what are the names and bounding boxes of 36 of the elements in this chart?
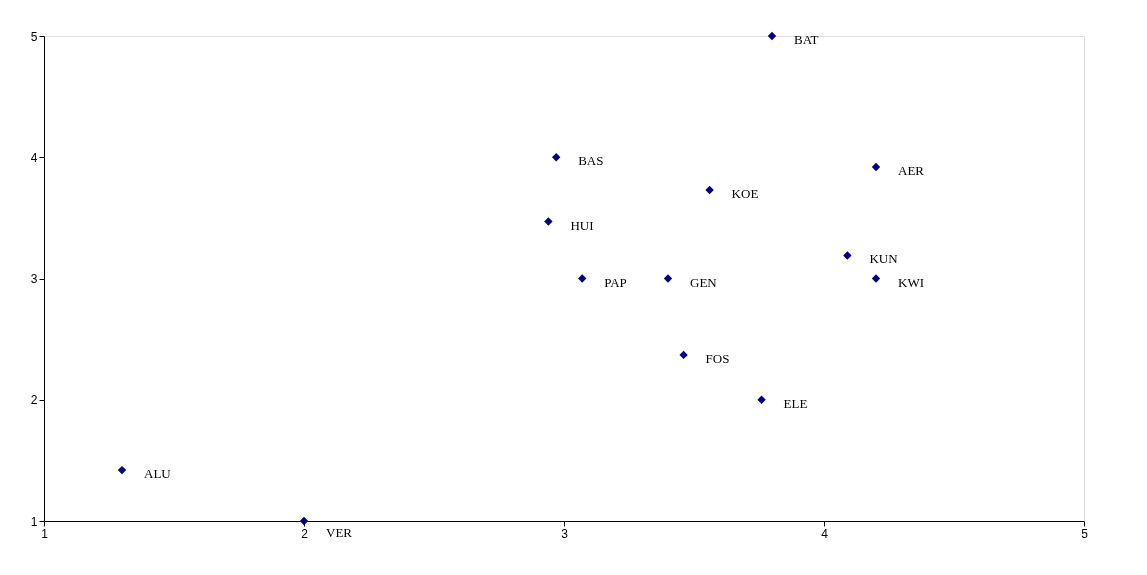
x-tick-label: 4 — [821, 526, 829, 541]
annotation: FOS — [705, 350, 730, 366]
annotation: ELE — [783, 395, 808, 411]
point — [843, 251, 852, 260]
point — [679, 350, 688, 360]
x-tick-label: 2 — [301, 526, 309, 541]
x-tick-label: 1 — [41, 526, 49, 541]
point — [544, 217, 553, 226]
point — [552, 153, 561, 162]
annotation: GEN — [690, 274, 718, 290]
annotation: BAT — [794, 32, 819, 47]
point — [299, 516, 309, 526]
point — [705, 185, 714, 195]
y-tick-label: 5 — [30, 29, 38, 44]
annotation: HUI — [570, 217, 594, 233]
y-tick-label: 2 — [30, 393, 38, 408]
y-tick-label: 3 — [30, 272, 38, 286]
annotation: VER — [326, 525, 353, 540]
point — [871, 274, 881, 283]
x-tick-label: 5 — [1081, 526, 1089, 541]
point — [871, 162, 881, 172]
y-tick-label: 4 — [30, 150, 38, 165]
annotation: KOE — [731, 185, 759, 201]
annotation: PAP — [604, 274, 627, 290]
y-tick-label: 1 — [30, 514, 38, 529]
point — [117, 465, 127, 475]
point — [757, 395, 766, 404]
annotation: BAS — [578, 153, 604, 169]
annotation: KWI — [898, 274, 924, 290]
annotation: ALU — [144, 466, 172, 482]
point — [767, 31, 777, 41]
point — [578, 274, 587, 283]
annotation: KUN — [869, 251, 899, 267]
x-tick-label: 3 — [561, 526, 569, 541]
annotation: AER — [898, 162, 925, 178]
point — [663, 274, 673, 283]
